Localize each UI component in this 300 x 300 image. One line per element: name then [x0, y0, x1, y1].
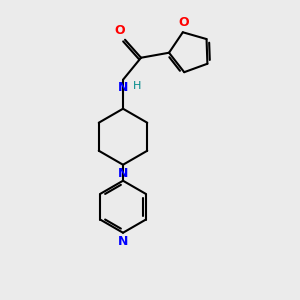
Text: N: N — [118, 81, 128, 94]
Text: H: H — [133, 81, 141, 91]
Text: O: O — [178, 16, 189, 29]
Text: N: N — [118, 235, 128, 248]
Text: O: O — [115, 24, 125, 37]
Text: N: N — [118, 167, 128, 180]
